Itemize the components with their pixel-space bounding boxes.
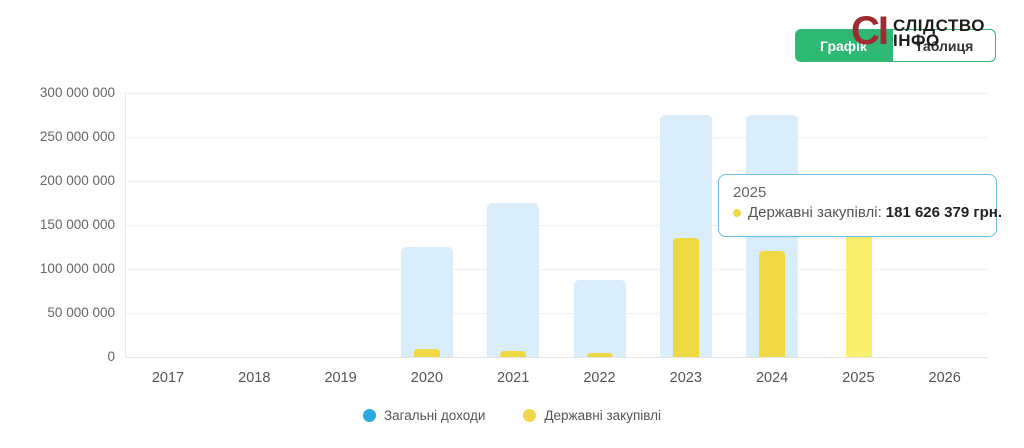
legend-item-total-income[interactable]: Загальні доходи [362, 408, 486, 423]
x-axis-line [125, 357, 988, 358]
x-axis-tick-label-2023: 2023 [669, 370, 702, 386]
logo-mark: СІ [851, 9, 889, 53]
y-axis-tick-label: 50 000 000 [47, 305, 115, 320]
tooltip-value: 181 626 379 грн. [885, 204, 1002, 221]
bar-procurement-2024[interactable] [759, 251, 786, 357]
chart-legend: Загальні доходи Державні закупівлі [0, 408, 1024, 423]
view-switcher: Графік Таблиця [795, 29, 996, 62]
x-axis-tick-label-2024: 2024 [755, 370, 789, 386]
gridline [125, 93, 988, 94]
y-axis-line [125, 93, 126, 357]
y-axis-tick-label: 150 000 000 [39, 217, 115, 232]
gridline [125, 225, 988, 226]
bar-income-2020[interactable] [401, 247, 454, 357]
bar-income-2021[interactable] [487, 203, 540, 357]
logo-line1: СЛІДСТВО [893, 16, 985, 35]
tooltip-row: Державні закупівлі: 181 626 379 грн. [733, 204, 1002, 221]
legend-label-total-income: Загальні доходи [383, 408, 486, 423]
x-axis-tick-label-2020: 2020 [410, 370, 444, 386]
tab-graph[interactable]: Графік [795, 29, 892, 62]
blue-legend-dot-icon [362, 409, 376, 422]
bar-procurement-2021[interactable] [500, 350, 527, 357]
bar-procurement-2022[interactable] [586, 353, 613, 357]
logo-line2: ІНФО [893, 31, 940, 50]
y-axis-tick-label: 0 [107, 349, 115, 364]
logo-text: СЛІДСТВО ІНФО [893, 16, 985, 50]
slidstvo-info-logo: СІ СЛІДСТВО ІНФО [851, 10, 985, 52]
gridline [125, 181, 988, 182]
legend-label-procurement: Державні закупівлі [544, 408, 662, 423]
yellow-legend-dot-icon [523, 409, 537, 422]
tooltip-year: 2025 [733, 184, 767, 201]
x-axis-tick-label-2022: 2022 [583, 370, 616, 386]
y-axis-tick-label: 100 000 000 [39, 261, 115, 276]
gridline [125, 137, 988, 138]
x-axis-tick-label-2026: 2026 [928, 370, 961, 386]
chart-tooltip: 2025 Державні закупівлі: 181 626 379 грн… [718, 174, 1002, 237]
bar-procurement-2020[interactable] [414, 349, 441, 357]
y-axis-tick-label: 300 000 000 [39, 85, 115, 100]
gridline [125, 269, 988, 270]
tooltip-series-label: Державні закупівлі: [748, 204, 882, 221]
y-axis-tick-label: 200 000 000 [39, 173, 115, 188]
y-axis-tick-label: 250 000 000 [39, 129, 115, 144]
gridline [125, 313, 988, 314]
bar-procurement-2023[interactable] [672, 238, 699, 357]
yellow-series-dot-icon [733, 208, 741, 217]
legend-item-procurement[interactable]: Державні закупівлі [523, 408, 661, 423]
bar-income-2022[interactable] [573, 280, 626, 357]
x-axis-tick-label-2019: 2019 [324, 370, 357, 386]
x-axis-tick-label-2021: 2021 [497, 370, 530, 386]
x-axis-tick-label-2017: 2017 [151, 370, 185, 386]
tab-table[interactable]: Таблиця [892, 29, 996, 62]
x-axis-tick-label-2018: 2018 [238, 370, 271, 386]
x-axis-tick-label-2025: 2025 [842, 370, 875, 386]
